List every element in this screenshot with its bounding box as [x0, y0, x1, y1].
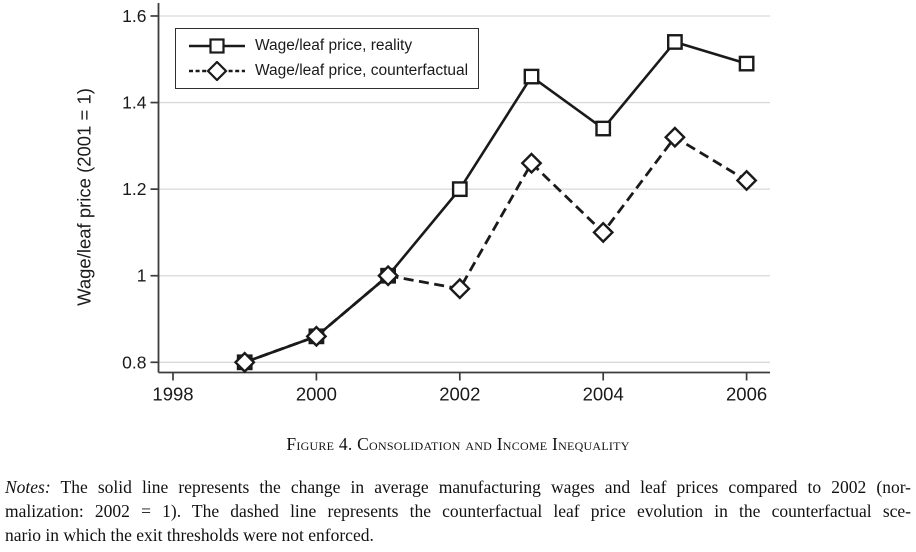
line-chart: 0.8 1 1.2 1.4 1.6 1998 2000 2002 2004 2006 Wage/l…: [74, 3, 770, 405]
marker-diamond: [735, 169, 758, 192]
marker-diamond: [520, 152, 543, 175]
x-tick-label: 2004: [583, 384, 624, 405]
y-axis-title: Wage/leaf price (2001 = 1): [74, 88, 95, 306]
marker-diamond: [448, 277, 471, 300]
notes-line-3: nario in which the exit thresholds were …: [5, 524, 374, 545]
legend-label-counterfactual: Wage/leaf price, counterfactual: [255, 62, 469, 79]
marker-square: [451, 181, 468, 198]
solid-line-square-marker-icon: [189, 38, 245, 54]
legend-item-reality: Wage/leaf price, reality: [189, 35, 478, 57]
chart-legend: Wage/leaf price, reality Wage/leaf price…: [175, 28, 479, 89]
marker-diamond: [377, 264, 399, 287]
marker-square: [667, 34, 683, 50]
notes-line-2: malization: 2002 = 1). The dashed line r…: [5, 500, 911, 521]
marker-diamond: [305, 325, 328, 348]
marker-square: [595, 120, 612, 137]
legend-label-reality: Wage/leaf price, reality: [255, 37, 413, 54]
y-tick-label: 1: [137, 266, 147, 286]
x-tick-label: 2002: [439, 384, 480, 405]
x-tick-label: 2000: [296, 384, 337, 405]
y-tick-label: 1.4: [122, 93, 147, 113]
marker-square: [738, 55, 755, 72]
legend-item-counterfactual: Wage/leaf price, counterfactual: [189, 60, 478, 82]
y-tick-label: 1.6: [122, 6, 146, 26]
marker-diamond: [233, 351, 256, 374]
dashed-line-diamond-marker-icon: [189, 61, 245, 81]
marker-square: [523, 68, 540, 85]
marker-diamond: [664, 126, 686, 149]
figure-caption: Figure 4. Consolidation and Income Inequ…: [0, 434, 916, 455]
notes-line-1: Notes: The solid line represents the cha…: [5, 476, 911, 500]
y-tick-label: 0.8: [122, 352, 146, 372]
figure-notes: Notes: The solid line represents the cha…: [5, 476, 911, 547]
notes-line-1-text: The solid line represents the change in …: [60, 477, 912, 497]
marker-diamond: [592, 221, 615, 244]
y-tick-label: 1.2: [122, 179, 146, 199]
x-tick-label: 1998: [152, 384, 193, 405]
notes-prefix: Notes:: [5, 477, 51, 497]
figure-caption-text: Figure 4. Consolidation and Income Inequ…: [286, 434, 630, 454]
chart-plot-area: 0.8 1 1.2 1.4 1.6 1998 2000 2002 2004 2006: [122, 3, 770, 405]
series-line-dashed: [244, 135, 748, 364]
x-tick-label: 2006: [726, 384, 767, 405]
series-line-solid: [244, 40, 747, 364]
